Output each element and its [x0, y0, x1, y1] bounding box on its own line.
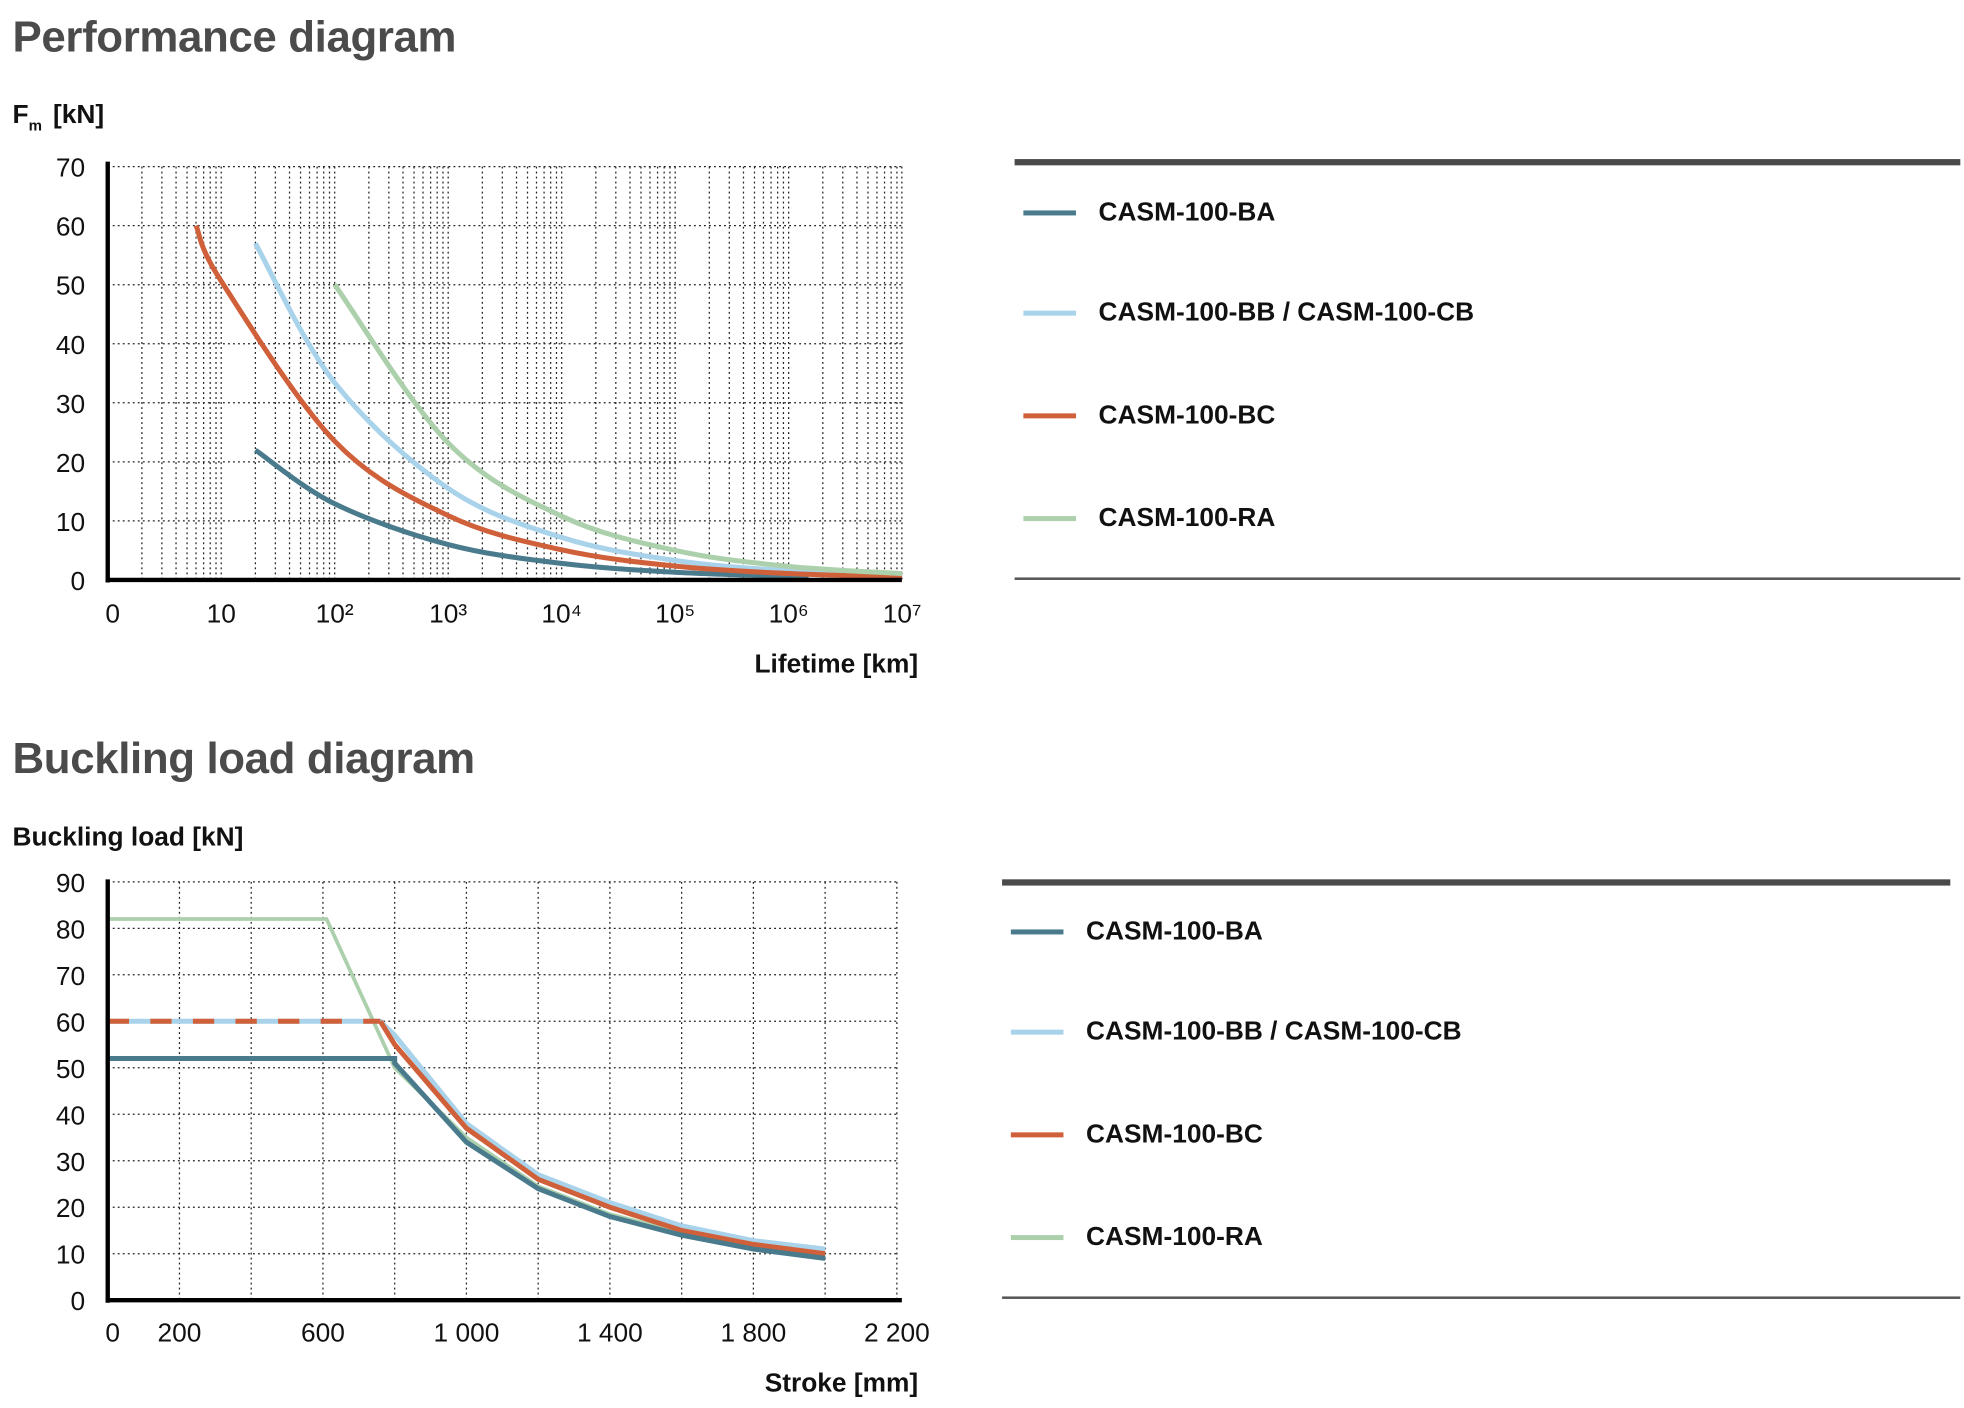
x-axis-label: Stroke [mm] — [765, 1368, 918, 1398]
x-tick-label: 10⁴ — [541, 599, 582, 629]
legend-label: CASM-100-BC — [1098, 400, 1276, 430]
legend-item: CASM-100-BC — [1023, 401, 1275, 431]
x-tick-label: 1 000 — [434, 1318, 500, 1348]
y-tick-label: 40 — [56, 330, 85, 360]
legend-label: CASM-100-BB / CASM-100-CB — [1098, 298, 1475, 327]
y-tick-label: 80 — [56, 914, 85, 944]
legend-label: CASM-100-BC — [1086, 1119, 1263, 1149]
series-line-casm-100-ra — [332, 283, 903, 577]
buckling-chart: 0 10 20 30 40 50 60 70 80 90 0 200 600 1 000 1 400 1 80… — [56, 868, 930, 1398]
y-tick-label: 20 — [56, 1193, 85, 1223]
legend-swatch — [1023, 413, 1076, 419]
y-tick-label: 0 — [71, 566, 86, 596]
legend-label: CASM-100-BB / CASM-100-CB — [1086, 1017, 1462, 1046]
legend-label: CASM-100-RA — [1086, 1222, 1263, 1252]
y-tick-label: 60 — [56, 212, 85, 242]
legend-label: CASM-100-BA — [1086, 916, 1263, 946]
x-tick-label: 10³ — [429, 599, 467, 629]
y-tick-label: 70 — [56, 153, 85, 183]
legend-swatch — [1010, 1029, 1064, 1035]
series-line-casm-100-ba — [107, 1055, 826, 1261]
x-tick-label: 10 — [207, 599, 236, 629]
legend-label: CASM-100-RA — [1098, 503, 1276, 533]
legend-swatch — [1023, 210, 1076, 216]
performance-legend: CASM-100-BA CASM-100-BB / CASM-100-CB CASM… — [1014, 159, 1961, 582]
series-line-casm-100-bc — [193, 224, 903, 580]
legend-item: CASM-100-RA — [1023, 504, 1275, 534]
buckling-legend: CASM-100-BA CASM-100-BB / CASM-100-CB CASM… — [1002, 879, 1961, 1301]
buckling-diagram-title: Buckling load diagram — [12, 734, 476, 783]
series-line-casm-100-ba — [253, 447, 809, 580]
performance-chart: 0 10 20 30 40 50 60 70 0 10 10² 10³ 10⁴ 10⁵ 10⁶ 10⁷ Life… — [56, 153, 922, 679]
y-tick-label: 10 — [56, 1240, 85, 1270]
y-tick-label: 90 — [56, 868, 85, 898]
y-tick-label: 50 — [56, 271, 85, 301]
legend-swatch — [1023, 310, 1076, 316]
y-tick-label: 70 — [56, 961, 85, 991]
legend-top-rule — [1002, 879, 1951, 886]
y-label-unit: [kN] — [45, 100, 105, 130]
x-tick-label: 1 400 — [577, 1318, 643, 1348]
x-tick-label: 200 — [158, 1318, 202, 1348]
legend-item: CASM-100-BB / CASM-100-CB — [1023, 298, 1474, 328]
x-tick-label: 10⁶ — [769, 599, 809, 629]
y-tick-label: 60 — [56, 1007, 85, 1037]
x-axis-label: Lifetime [km] — [754, 649, 918, 679]
y-tick-label: 20 — [56, 448, 85, 478]
series-line-casm-100-bb-casm-100-cb — [253, 242, 903, 579]
y-tick-label: 50 — [56, 1054, 85, 1084]
series-line-casm-100-bc — [378, 1019, 826, 1257]
legend-item: CASM-100-BC — [1010, 1119, 1263, 1150]
y-tick-label: 30 — [56, 1147, 85, 1177]
legend-item: CASM-100-BA — [1023, 198, 1275, 228]
x-tick-label: 10² — [316, 599, 354, 629]
y-label-main: F — [12, 100, 29, 130]
legend-item: CASM-100-BB / CASM-100-CB — [1010, 1017, 1462, 1047]
performance-y-axis-label: Fm [kN] — [13, 100, 105, 134]
legend-swatch — [1010, 1235, 1064, 1241]
legend-swatch — [1010, 1132, 1064, 1138]
legend-top-rule — [1014, 159, 1961, 166]
x-tick-label: 10⁵ — [655, 599, 695, 629]
x-tick-label: 0 — [105, 599, 120, 629]
legend-bottom-rule — [1002, 1296, 1961, 1299]
x-tick-label: 2 200 — [864, 1318, 930, 1348]
x-tick-label: 10⁷ — [883, 599, 922, 629]
y-tick-label: 30 — [56, 389, 85, 419]
legend-label: CASM-100-BA — [1098, 197, 1276, 227]
x-tick-label: 0 — [105, 1318, 120, 1348]
performance-diagram-title: Performance diagram — [12, 12, 457, 62]
x-tick-label: 600 — [301, 1318, 345, 1348]
legend-swatch — [1010, 929, 1064, 935]
x-tick-label: 1 800 — [720, 1318, 786, 1348]
legend-swatch — [1023, 516, 1076, 522]
y-tick-label: 0 — [71, 1286, 86, 1316]
legend-bottom-rule — [1014, 577, 1961, 580]
legend-item: CASM-100-BA — [1010, 916, 1263, 947]
buckling-y-axis-label: Buckling load [kN] — [12, 822, 244, 852]
y-label-subscript: m — [28, 116, 42, 135]
y-tick-label: 10 — [56, 507, 85, 537]
y-tick-label: 40 — [56, 1100, 85, 1130]
legend-item: CASM-100-RA — [1010, 1222, 1263, 1253]
